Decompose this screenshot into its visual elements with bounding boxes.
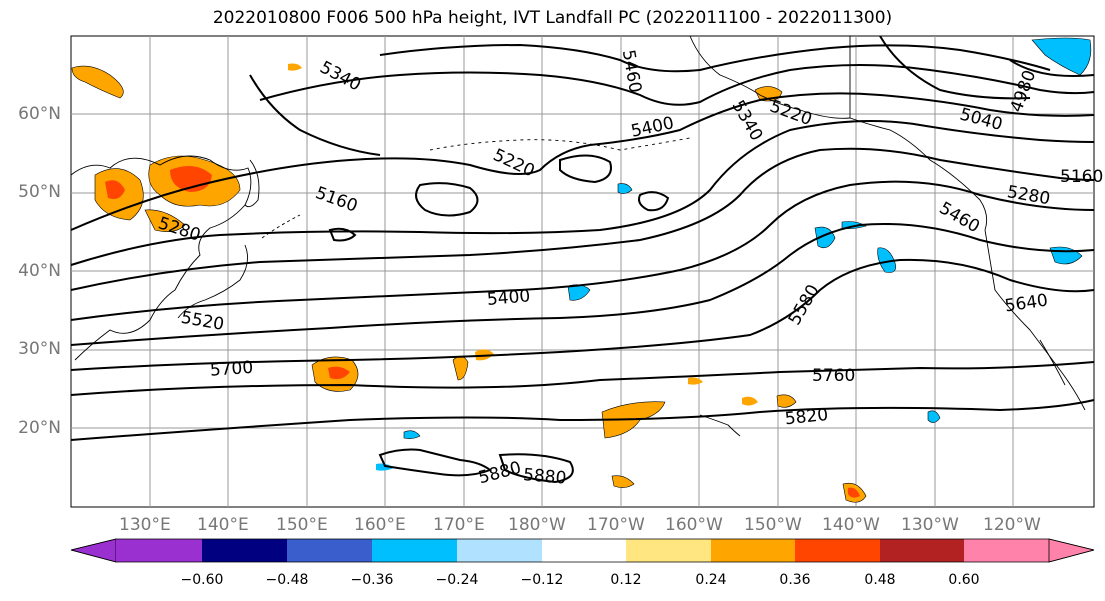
kamchatka-coast xyxy=(244,159,260,208)
lon-label: 150°W xyxy=(744,515,802,535)
ivt-patch-negative xyxy=(927,410,941,423)
colorbar-bin xyxy=(964,539,1049,562)
ivt-patch-negative xyxy=(1031,37,1092,76)
colorbar-bin xyxy=(795,539,880,562)
lon-label: 160°W xyxy=(665,515,723,535)
ivt-patch-positive xyxy=(144,209,186,232)
ivt-patch-positive xyxy=(611,475,635,488)
asia-coast xyxy=(70,155,252,361)
ivt-patch-positive xyxy=(776,394,797,408)
contour-line xyxy=(638,191,670,212)
ivt-patch-positive xyxy=(288,63,302,71)
ivt-patch-negative xyxy=(376,463,394,471)
lat-label: 30°N xyxy=(18,339,61,359)
colorbar-tick-label: 0.48 xyxy=(864,572,896,588)
lon-label: 120°W xyxy=(983,515,1041,535)
ivt-patch-negative xyxy=(877,247,896,273)
contour-line xyxy=(378,448,492,477)
colorbar-bin xyxy=(202,539,287,562)
ivt-patch-positive xyxy=(328,366,350,380)
alaska-coast xyxy=(689,35,988,231)
contour-line xyxy=(415,182,479,217)
colorbar-bin xyxy=(626,539,711,562)
height-contours xyxy=(70,35,1095,484)
lon-label: 130°W xyxy=(901,515,959,535)
colorbar-bin xyxy=(711,539,795,562)
contour-line xyxy=(379,43,1051,73)
colorbar-bin xyxy=(880,539,964,562)
colorbar-bin xyxy=(116,539,202,562)
contour-label: 5880 xyxy=(522,465,567,489)
contour-line xyxy=(559,154,612,184)
contour-label: 5760 xyxy=(812,366,855,386)
contour-line xyxy=(70,92,1095,231)
lat-label: 20°N xyxy=(18,418,61,438)
contour-line xyxy=(70,399,1095,441)
contour-line xyxy=(70,147,1095,291)
coastlines xyxy=(70,35,1086,437)
ivt-patch-positive xyxy=(105,180,125,199)
contour-line xyxy=(328,227,357,242)
colorbar-tick-label: −0.60 xyxy=(180,572,224,588)
lon-label: 150°E xyxy=(276,515,328,535)
contour-label: 5820 xyxy=(784,405,829,429)
colorbar-tick-label: −0.12 xyxy=(520,572,564,588)
contour-line xyxy=(498,453,574,484)
colorbar-tick-label: −0.36 xyxy=(350,572,394,588)
colorbar-tick-label: 0.36 xyxy=(779,572,811,588)
colorbar-bin xyxy=(287,539,372,562)
colorbar-bin xyxy=(372,539,457,562)
colorbar-tick-label: 0.60 xyxy=(948,572,980,588)
contour-line xyxy=(70,180,1095,321)
colorbar-bin xyxy=(457,539,542,562)
ivt-patch-negative xyxy=(403,430,421,439)
lat-label: 50°N xyxy=(18,182,61,202)
contour-line xyxy=(249,74,381,156)
lon-label: 170°E xyxy=(433,515,485,535)
colorbar xyxy=(70,538,1095,563)
lat-label: 60°N xyxy=(18,104,61,124)
contour-line xyxy=(70,223,1095,346)
lon-label: 180°W xyxy=(508,515,566,535)
ivt-patch-positive xyxy=(71,65,124,99)
colorbar-tick-label: 0.24 xyxy=(695,572,727,588)
lon-label: 160°E xyxy=(354,515,406,535)
lat-label: 40°N xyxy=(18,261,61,281)
contour-line xyxy=(70,258,1095,371)
map-title: 2022010800 F006 500 hPa height, IVT Land… xyxy=(212,8,893,28)
ivt-patch-positive xyxy=(848,487,860,498)
ivt-patch-positive xyxy=(688,377,703,385)
colorbar-tick-label: −0.24 xyxy=(435,572,479,588)
contour-line xyxy=(879,35,1031,100)
colorbar-high-extend xyxy=(1048,538,1095,563)
lon-label: 170°W xyxy=(587,515,645,535)
colorbar-low-extend xyxy=(70,538,117,563)
baja xyxy=(1039,339,1066,386)
ivt-patch-positive xyxy=(742,396,758,406)
contour-label: 5160 xyxy=(1060,167,1103,187)
colorbar-tick-label: 0.12 xyxy=(610,572,642,588)
contour-label: 5700 xyxy=(209,358,254,381)
contour-label: 5400 xyxy=(486,286,531,310)
contour-line xyxy=(1009,59,1095,77)
hawaii xyxy=(699,414,741,437)
aleutian-islands xyxy=(429,137,691,151)
contour-line xyxy=(259,64,1095,106)
lon-label: 140°E xyxy=(197,515,249,535)
colorbar-tick-label: −0.48 xyxy=(265,572,309,588)
contour-line xyxy=(70,120,1095,266)
colorbar-bin xyxy=(542,539,626,562)
lon-label: 140°W xyxy=(822,515,880,535)
lon-label: 130°E xyxy=(119,515,171,535)
ivt-patch-negative xyxy=(617,183,633,194)
contour-line xyxy=(70,361,1095,396)
